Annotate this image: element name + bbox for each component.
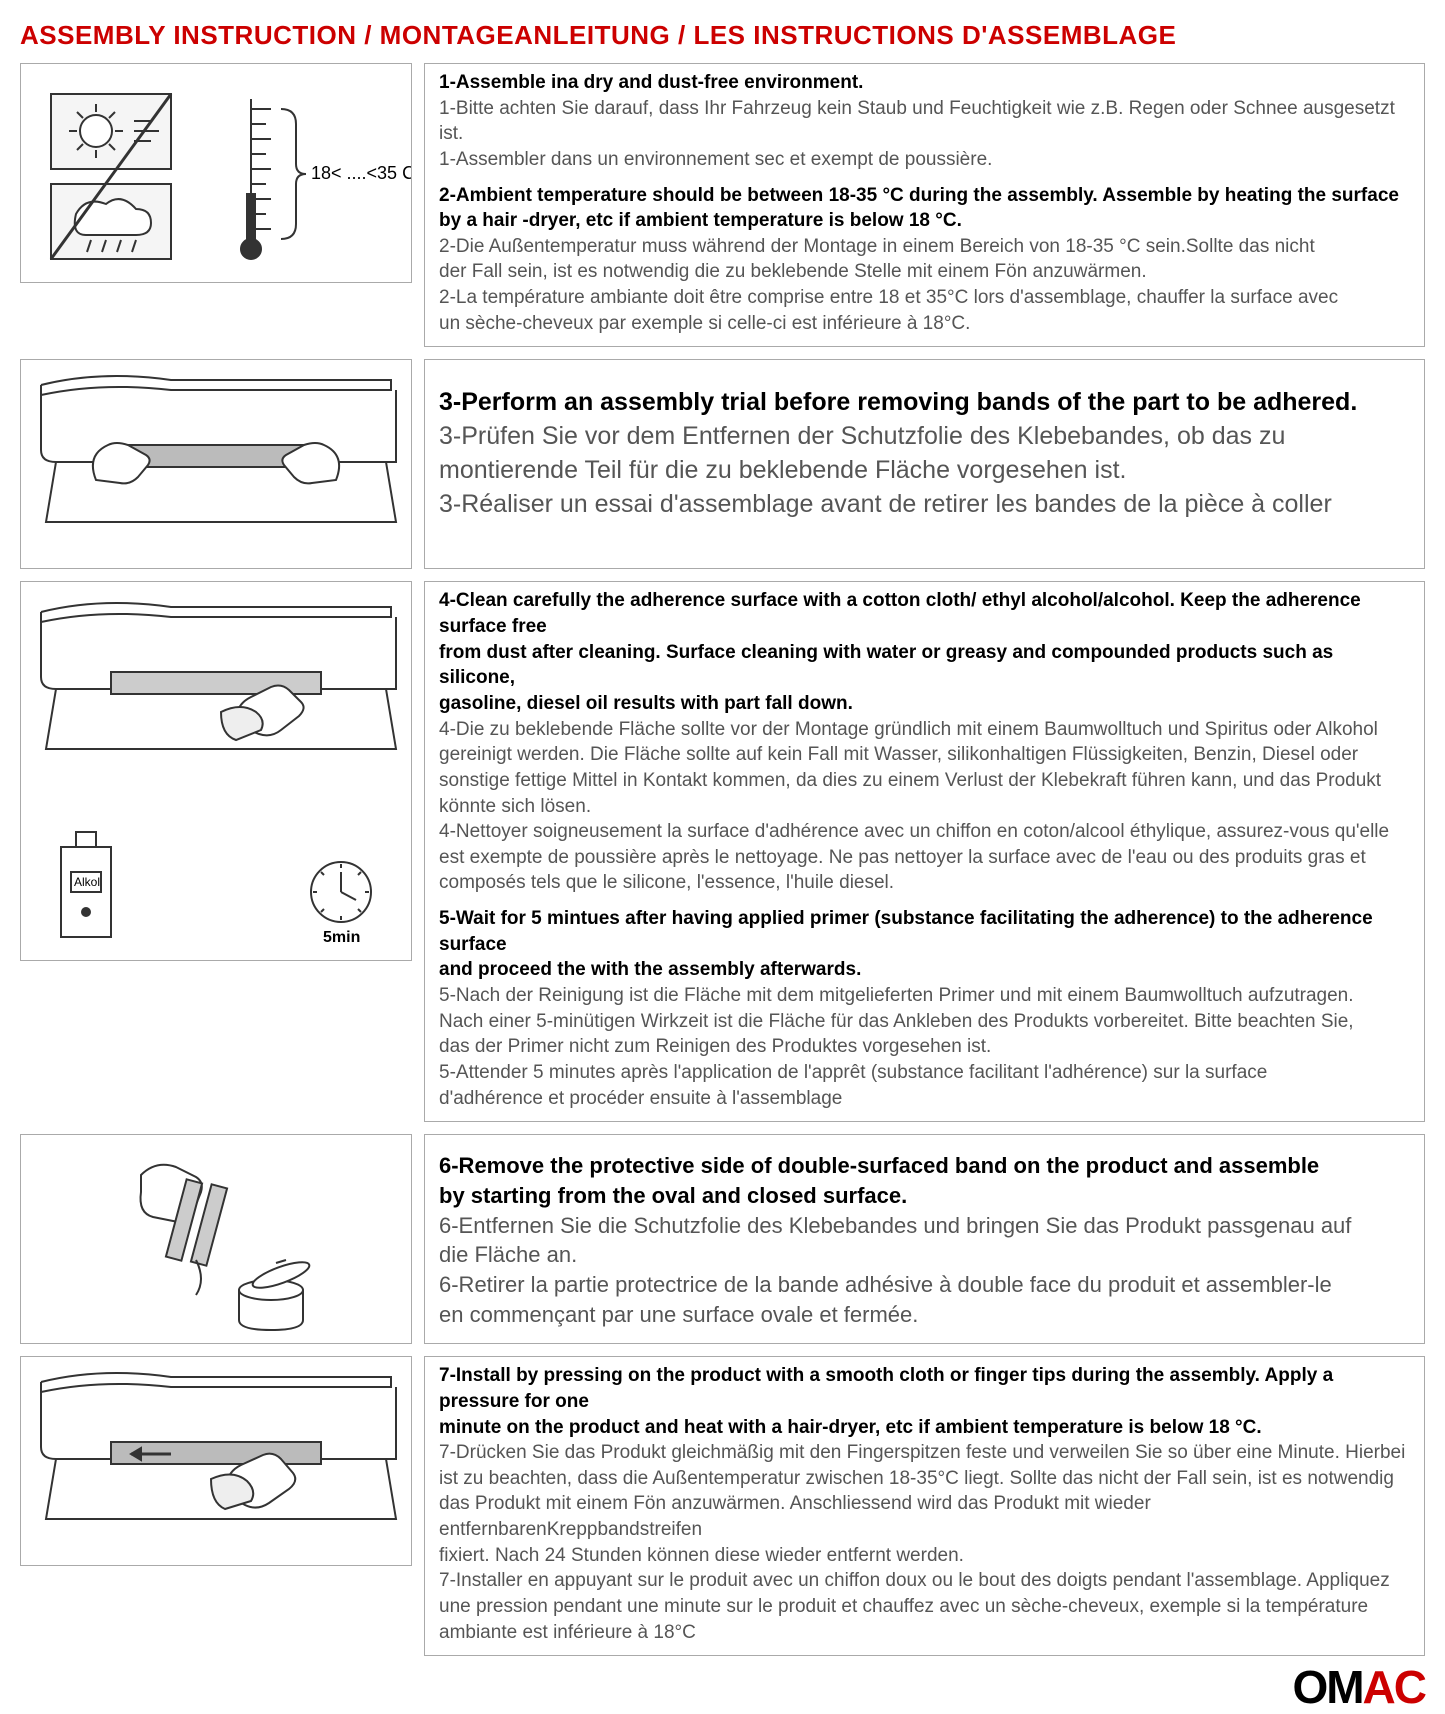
- line: 1-Assemble ina dry and dust-free environ…: [439, 70, 1410, 96]
- logo-red: AC: [1363, 1661, 1425, 1713]
- section-3-text: 4-Clean carefully the adherence surface …: [424, 581, 1425, 1122]
- line: ist zu beachten, dass die Außentemperatu…: [439, 1466, 1410, 1492]
- line: from dust after cleaning. Surface cleani…: [439, 640, 1410, 691]
- section-3: Alkol 5min 4-Clean carefully the adheren…: [20, 581, 1425, 1122]
- line: 5-Attender 5 minutes après l'application…: [439, 1060, 1410, 1086]
- press-icon: [21, 1357, 411, 1567]
- line: 4-Clean carefully the adherence surface …: [439, 588, 1410, 639]
- remove-tape-icon: [21, 1135, 411, 1345]
- line: gasoline, diesel oil results with part f…: [439, 691, 1410, 717]
- line: est exempte de poussière après le nettoy…: [439, 845, 1410, 871]
- line: sonstige fettige Mittel in Kontakt komme…: [439, 768, 1410, 794]
- line: 5-Nach der Reinigung ist die Fläche mit …: [439, 983, 1410, 1009]
- line: and proceed the with the assembly afterw…: [439, 957, 1410, 983]
- line: das Produkt mit einem Fön anzuwärmen. An…: [439, 1491, 1410, 1542]
- line: 6-Remove the protective side of double-s…: [439, 1151, 1410, 1181]
- line: 7-Install by pressing on the product wit…: [439, 1363, 1410, 1414]
- page-title: ASSEMBLY INSTRUCTION / MONTAGEANLEITUNG …: [20, 20, 1425, 51]
- line: 2-Ambient temperature should be between …: [439, 183, 1410, 209]
- line: gereinigt werden. Die Fläche sollte auf …: [439, 742, 1410, 768]
- section-4-text: 6-Remove the protective side of double-s…: [424, 1134, 1425, 1344]
- line: 6-Retirer la partie protectrice de la ba…: [439, 1270, 1410, 1300]
- line: 7-Drücken Sie das Produkt gleichmäßig mi…: [439, 1440, 1410, 1466]
- line: montierende Teil für die zu beklebende F…: [439, 454, 1410, 488]
- line: die Fläche an.: [439, 1240, 1410, 1270]
- line: 1-Assembler dans un environnement sec et…: [439, 147, 1410, 173]
- line: 7-Installer en appuyant sur le produit a…: [439, 1568, 1410, 1594]
- line: fixiert. Nach 24 Stunden können diese wi…: [439, 1543, 1410, 1569]
- temperature-icon-cell: 18< ....<35 C: [20, 63, 412, 283]
- line: 2-Die Außentemperatur muss während der M…: [439, 234, 1410, 260]
- timer-label: 5min: [323, 929, 360, 946]
- line: 1-Bitte achten Sie darauf, dass Ihr Fahr…: [439, 96, 1410, 147]
- line: 3-Réaliser un essai d'assemblage avant d…: [439, 488, 1410, 522]
- line: un sèche-cheveux par exemple si celle-ci…: [439, 311, 1410, 337]
- temperature-icon: 18< ....<35 C: [21, 64, 411, 284]
- remove-tape-icon-cell: [20, 1134, 412, 1344]
- section-1-text: 1-Assemble ina dry and dust-free environ…: [424, 63, 1425, 347]
- trial-icon-cell: [20, 359, 412, 569]
- line: könnte sich lösen.: [439, 794, 1410, 820]
- press-icon-cell: [20, 1356, 412, 1566]
- brand-logo: OMAC: [20, 1660, 1425, 1714]
- line: der Fall sein, ist es notwendig die zu b…: [439, 259, 1410, 285]
- bottle-label: Alkol: [74, 875, 100, 889]
- section-1: 18< ....<35 C 1-Assemble ina dry and dus…: [20, 63, 1425, 347]
- section-5: 7-Install by pressing on the product wit…: [20, 1356, 1425, 1656]
- line: composés tels que le silicone, l'essence…: [439, 870, 1410, 896]
- section-2-text: 3-Perform an assembly trial before remov…: [424, 359, 1425, 569]
- line: 3-Perform an assembly trial before remov…: [439, 386, 1410, 420]
- clean-icon: Alkol 5min: [21, 582, 411, 962]
- line: 4-Die zu beklebende Fläche sollte vor de…: [439, 717, 1410, 743]
- section-4: 6-Remove the protective side of double-s…: [20, 1134, 1425, 1344]
- line: by starting from the oval and closed sur…: [439, 1181, 1410, 1211]
- line: 2-La température ambiante doit être comp…: [439, 285, 1410, 311]
- section-2: 3-Perform an assembly trial before remov…: [20, 359, 1425, 569]
- line: das der Primer nicht zum Reinigen des Pr…: [439, 1034, 1410, 1060]
- line: by a hair -dryer, etc if ambient tempera…: [439, 208, 1410, 234]
- line: minute on the product and heat with a ha…: [439, 1415, 1410, 1441]
- line: 3-Prüfen Sie vor dem Entfernen der Schut…: [439, 420, 1410, 454]
- line: 6-Entfernen Sie die Schutzfolie des Kleb…: [439, 1211, 1410, 1241]
- line: Nach einer 5-minütigen Wirkzeit ist die …: [439, 1009, 1410, 1035]
- line: une pression pendant une minute sur le p…: [439, 1594, 1410, 1620]
- temp-range-label: 18< ....<35 C: [311, 163, 411, 183]
- line: 5-Wait for 5 mintues after having applie…: [439, 906, 1410, 957]
- line: en commençant par une surface ovale et f…: [439, 1300, 1410, 1330]
- line: ambiante est inférieure à 18°C: [439, 1620, 1410, 1646]
- line: d'adhérence et procéder ensuite à l'asse…: [439, 1086, 1410, 1112]
- clean-icon-cell: Alkol 5min: [20, 581, 412, 961]
- logo-black: OM: [1292, 1661, 1362, 1713]
- trial-icon: [21, 360, 411, 570]
- section-5-text: 7-Install by pressing on the product wit…: [424, 1356, 1425, 1656]
- line: 4-Nettoyer soigneusement la surface d'ad…: [439, 819, 1410, 845]
